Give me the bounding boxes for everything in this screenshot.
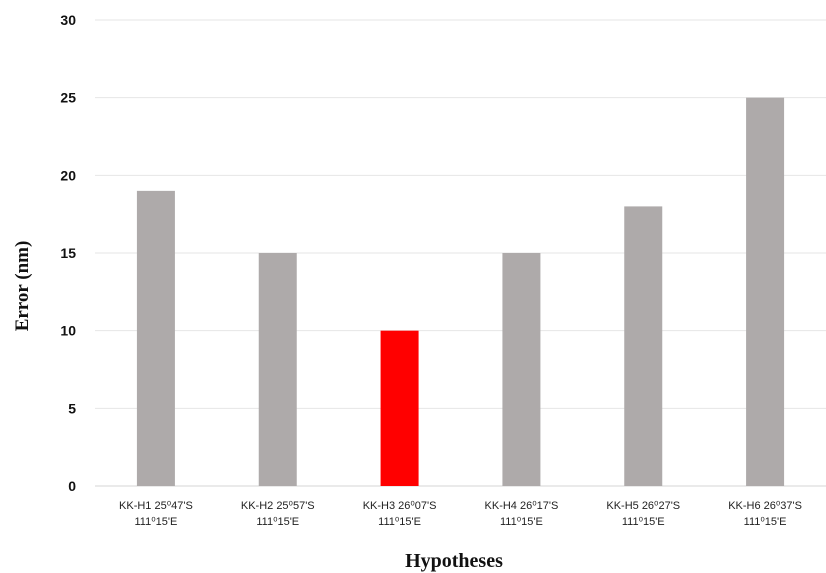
bar — [746, 97, 785, 487]
y-tick-label: 10 — [60, 323, 76, 339]
gridlines — [95, 19, 826, 487]
y-tick-label: 15 — [60, 245, 76, 261]
x-tick-label: 111⁰15'E — [256, 516, 299, 528]
x-tick-label: KK-H4 26⁰17'S — [485, 500, 559, 512]
y-tick-label: 5 — [68, 400, 76, 416]
x-tick-label: 111⁰15'E — [378, 516, 421, 528]
x-axis-title: Hypotheses — [405, 550, 503, 572]
x-tick-label: 111⁰15'E — [622, 516, 665, 528]
x-tick-label: KK-H2 25⁰57'S — [241, 500, 315, 512]
bar — [624, 206, 663, 486]
bars — [136, 97, 785, 487]
x-tick-label: KK-H6 26⁰37'S — [728, 500, 802, 512]
x-tick-label: 111⁰15'E — [744, 516, 787, 528]
bar — [502, 253, 541, 486]
y-axis-title: Error (nm) — [12, 241, 33, 332]
y-tick-label: 30 — [60, 12, 76, 28]
x-tick-labels: KK-H1 25⁰47'S 111⁰15'E KK-H2 25⁰57'S 111⁰15… — [119, 500, 802, 528]
bar — [380, 330, 419, 486]
x-tick-label: 111⁰15'E — [500, 516, 543, 528]
y-tick-labels: 0 5 10 15 20 25 30 — [60, 12, 76, 494]
x-tick-label: KK-H5 26⁰27'S — [606, 500, 680, 512]
y-tick-label: 20 — [60, 167, 76, 183]
y-tick-label: 0 — [68, 478, 76, 494]
bar — [258, 253, 297, 486]
x-tick-label: KK-H3 26⁰07'S — [363, 500, 437, 512]
y-tick-label: 25 — [60, 90, 76, 106]
x-tick-label: KK-H1 25⁰47'S — [119, 500, 193, 512]
x-tick-label: 111⁰15'E — [135, 516, 178, 528]
bar — [136, 190, 175, 486]
